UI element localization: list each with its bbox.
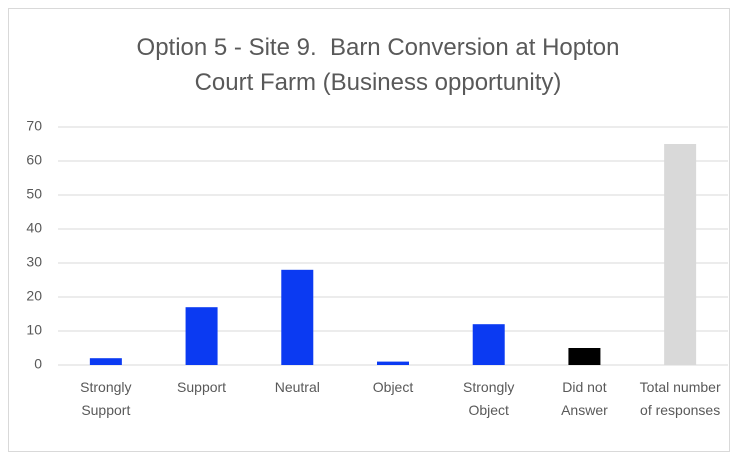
bar	[281, 269, 314, 365]
bar	[664, 144, 697, 365]
x-tick-label: Strongly Support	[80, 379, 132, 418]
bar	[472, 324, 505, 365]
x-tick-label: Neutral	[274, 379, 320, 395]
x-tick-label: Strongly Object	[463, 379, 515, 418]
y-tick-label: 50	[26, 186, 42, 202]
x-tick-label: Did not Answer	[561, 379, 608, 418]
x-tick-label: Total number of responses	[639, 379, 721, 418]
y-tick-label: 60	[26, 152, 42, 168]
bar	[377, 361, 409, 365]
x-tick-label: Support	[177, 379, 227, 395]
y-tick-label: 40	[26, 220, 42, 236]
y-tick-label: 70	[26, 118, 42, 134]
bar	[89, 358, 122, 365]
bar	[185, 307, 218, 365]
x-tick-label: Object	[372, 379, 414, 395]
chart-title: Option 5 - Site 9. Barn Conversion at Ho…	[136, 34, 627, 96]
y-tick-label: 10	[26, 322, 42, 338]
y-tick-label: 20	[26, 288, 42, 304]
bar	[568, 348, 601, 365]
chart-frame	[8, 8, 730, 452]
y-tick-label: 30	[26, 254, 42, 270]
y-tick-label: 0	[34, 356, 42, 372]
